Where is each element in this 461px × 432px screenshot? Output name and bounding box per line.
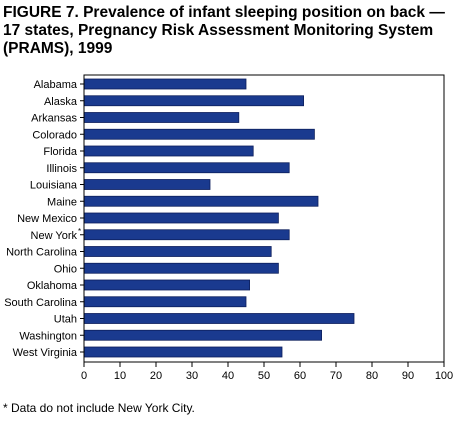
bar-washington	[83, 329, 323, 341]
bar-new-mexico	[83, 212, 279, 224]
bar-florida	[83, 145, 254, 157]
category-label-new-york: New York	[31, 230, 78, 242]
x-tick-label-70: 70	[330, 370, 342, 382]
bar-oklahoma	[83, 279, 251, 291]
x-tick-label-30: 30	[186, 370, 198, 382]
bar-colorado	[83, 128, 315, 140]
bar-ohio	[83, 262, 279, 274]
footnote: * Data do not include New York City.	[3, 401, 195, 415]
x-axis-ticks-group: 0 10 20 30 40 50 60 70 80 90 100	[81, 362, 453, 382]
category-footnote-mark: *	[78, 227, 81, 236]
bars-group	[83, 78, 355, 358]
category-label-illinois: Illinois	[46, 163, 77, 175]
category-label-colorado: Colorado	[32, 129, 77, 141]
bar-west-virginia	[83, 346, 283, 358]
x-tick-label-100: 100	[435, 370, 453, 382]
bar-alaska	[83, 95, 305, 107]
category-label-new-mexico: New Mexico	[17, 213, 77, 225]
x-tick-label-60: 60	[294, 370, 306, 382]
figure-title: FIGURE 7. Prevalence of infant sleeping …	[3, 4, 459, 58]
category-label-louisiana: Louisiana	[30, 180, 78, 192]
x-tick-label-10: 10	[114, 370, 126, 382]
x-tick-label-80: 80	[366, 370, 378, 382]
category-labels-group: Alabama Alaska Arkansas Colorado Florida Illi…	[4, 79, 84, 359]
bar-maine	[83, 195, 319, 207]
x-tick-label-0: 0	[81, 370, 87, 382]
bar-north-carolina	[83, 246, 272, 257]
title-line-1: FIGURE 7. Prevalence of infant sleeping …	[3, 4, 445, 21]
bar-alabama	[83, 78, 247, 90]
category-label-florida: Florida	[43, 146, 78, 158]
title-line-2: 17 states, Pregnancy Risk Assessment Mon…	[3, 22, 434, 39]
bar-illinois	[83, 162, 290, 174]
bar-louisiana	[83, 179, 211, 190]
category-label-utah: Utah	[54, 314, 77, 326]
x-tick-label-40: 40	[222, 370, 234, 382]
plot-area-frame	[83, 74, 445, 363]
category-label-maine: Maine	[47, 196, 77, 208]
title-line-3: (PRAMS), 1999	[3, 40, 113, 57]
bar-south-carolina	[83, 296, 247, 308]
category-label-ohio: Ohio	[54, 263, 77, 275]
category-label-south-carolina: South Carolina	[4, 297, 78, 309]
bar-utah	[83, 313, 355, 324]
x-tick-label-90: 90	[402, 370, 414, 382]
x-tick-label-50: 50	[258, 370, 270, 382]
category-label-alabama: Alabama	[34, 79, 78, 91]
category-label-washington: Washington	[19, 330, 77, 342]
category-label-north-carolina: North Carolina	[6, 247, 78, 259]
bar-arkansas	[83, 112, 240, 123]
category-label-west-virginia: West Virginia	[13, 347, 78, 359]
x-tick-label-20: 20	[150, 370, 162, 382]
category-label-alaska: Alaska	[44, 96, 78, 108]
category-label-arkansas: Arkansas	[31, 113, 77, 125]
category-label-oklahoma: Oklahoma	[27, 280, 78, 292]
bar-new-york	[83, 229, 290, 241]
